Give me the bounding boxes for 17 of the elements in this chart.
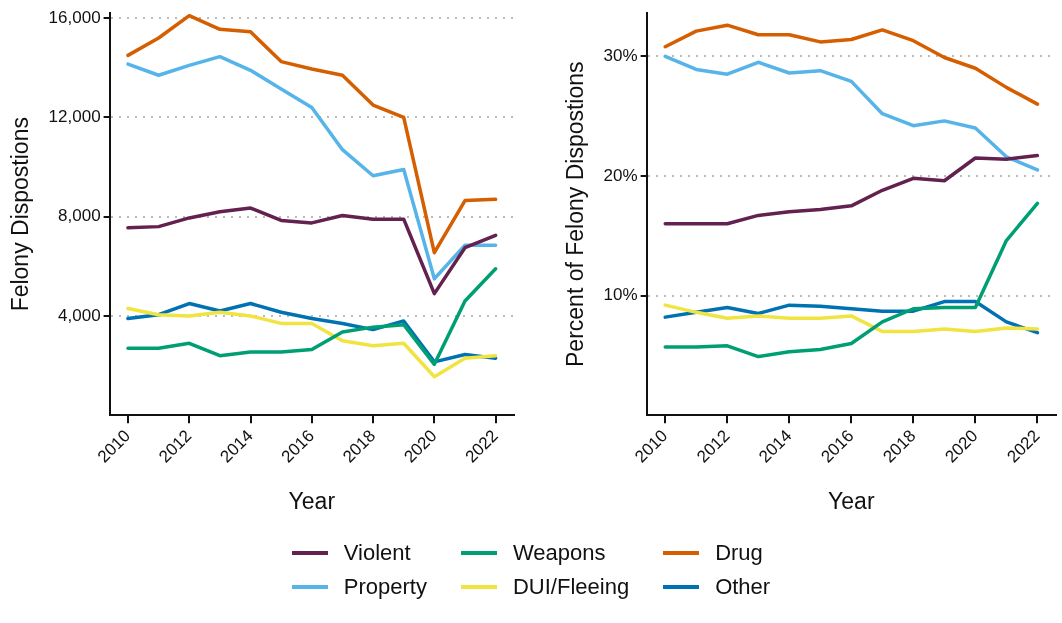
legend-label: DUI/Fleeing (512, 574, 630, 600)
y-tick-label: 30% (603, 45, 638, 65)
legend-label: Violent (343, 540, 411, 566)
y-tick-label: 16,000 (48, 7, 101, 27)
x-axis-title: Year (288, 487, 336, 514)
y-axis-title: Felony Dispostions (7, 117, 34, 312)
legend-label: Property (343, 574, 427, 600)
x-axis-title: Year (828, 487, 875, 514)
legend-label: Drug (715, 540, 763, 566)
y-tick-label: 12,000 (48, 107, 101, 127)
y-tick-label: 10% (603, 285, 638, 305)
legend-label: Other (715, 574, 771, 600)
y-tick-label: 8,000 (58, 206, 101, 226)
y-tick-label: 4,000 (58, 305, 101, 325)
legend-label: Weapons (512, 540, 606, 566)
y-axis-title: Percent of Felony Dispostions (562, 61, 589, 367)
y-tick-label: 20% (603, 165, 638, 185)
